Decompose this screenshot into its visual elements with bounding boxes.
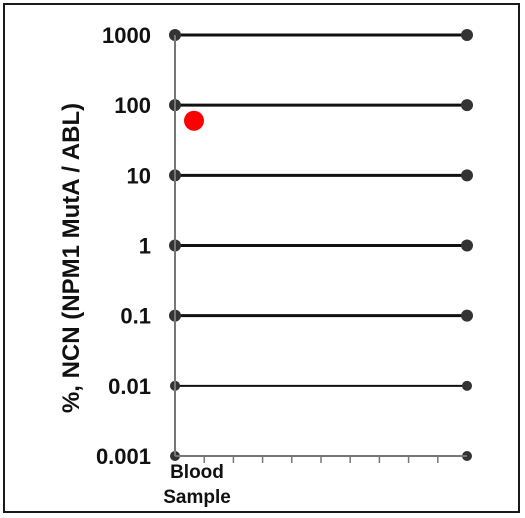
tick-labels: 1000 100 10 1 0.1 0.01 0.001 Blood Sample (96, 23, 231, 508)
x-category-label: Sample (163, 487, 231, 508)
gridline-right-marker (461, 309, 473, 322)
y-tick-label: 0.1 (120, 304, 151, 329)
x-category-label: Blood (170, 462, 224, 483)
data-points (184, 110, 204, 131)
gridlines (169, 29, 473, 461)
axes (174, 35, 467, 463)
y-tick-label: 0.01 (108, 374, 151, 399)
chart-svg: 1000 100 10 1 0.1 0.01 0.001 Blood Sample %, NCN… (58, 23, 473, 508)
gridline-right-marker (461, 29, 473, 41)
data-point (184, 110, 204, 131)
y-axis-label: %, NCN (NPM1 MutA / ABL) (58, 103, 85, 413)
gridline-right-marker (461, 239, 473, 252)
gridline-right-marker (461, 169, 473, 182)
y-tick-label: 1000 (102, 23, 151, 48)
chart-frame: 1000 100 10 1 0.1 0.01 0.001 Blood Sample %, NCN… (3, 3, 520, 513)
gridline-right-marker (462, 380, 472, 391)
gridline-right-marker (461, 99, 473, 112)
y-tick-label: 10 (127, 163, 151, 188)
y-tick-label: 1 (139, 234, 151, 259)
y-tick-label: 100 (114, 93, 151, 118)
y-tick-label: 0.001 (96, 444, 151, 469)
